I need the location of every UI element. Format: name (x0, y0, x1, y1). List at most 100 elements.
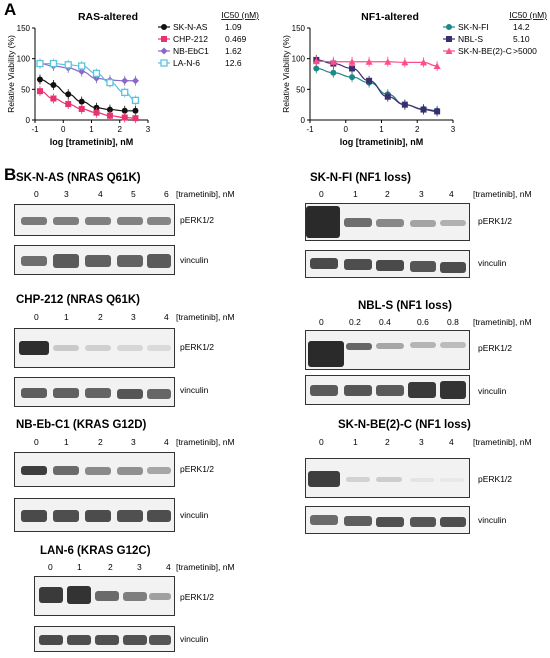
lane-labels: 0 0.2 0.4 0.6 0.8 (305, 317, 470, 329)
lane-label: 0.4 (379, 317, 391, 327)
lane-label: 4 (449, 437, 454, 447)
perk-blot-strip (305, 203, 470, 241)
data-point (161, 36, 167, 42)
vinculin-blot-strip (305, 506, 470, 534)
data-point (121, 114, 128, 121)
lane-labels: 0 1 2 3 4 (305, 437, 470, 449)
data-point (65, 91, 72, 98)
vinculin-label: vinculin (180, 255, 209, 265)
lane-label: 0.8 (447, 317, 459, 327)
lane-label: 1 (353, 437, 358, 447)
blot-title: CHP-212 (NRAS Q61K) (16, 294, 140, 306)
series-line (316, 59, 438, 113)
lane-labels: 0 1 2 3 4 (14, 312, 184, 324)
perk-label: pERK1/2 (478, 343, 513, 353)
data-point (78, 68, 86, 76)
lane-label: 4 (166, 562, 171, 572)
lane-label: 4 (164, 437, 169, 447)
lane-labels: 0 1 2 3 4 (14, 562, 184, 574)
lane-label: 0 (34, 437, 39, 447)
data-point (132, 107, 139, 114)
legend-label: NB-EbC1 (173, 46, 209, 56)
lane-label: 3 (131, 437, 136, 447)
blot-title: SK-N-AS (NRAS Q61K) (16, 172, 141, 184)
series-line (316, 60, 438, 67)
ic50-value: 1.62 (225, 46, 242, 56)
data-point (348, 58, 356, 65)
blot-title: SK-N-BE(2)-C (NF1 loss) (338, 419, 471, 431)
y-tick-label: 150 (17, 24, 31, 33)
vinculin-blot-strip (14, 377, 175, 407)
lane-label: 1 (77, 562, 82, 572)
perk-blot-strip (305, 458, 470, 498)
y-tick-label: 0 (26, 116, 31, 125)
data-point (121, 107, 128, 114)
x-tick-label: 0 (344, 125, 349, 134)
legend-label: LA-N-6 (173, 58, 200, 68)
ic50-header: IC50 (nM) (509, 10, 547, 20)
x-tick-label: 3 (451, 125, 456, 134)
lane-label: 3 (64, 189, 69, 199)
lane-label: 3 (137, 562, 142, 572)
lane-label: 2 (98, 312, 103, 322)
data-point (78, 98, 85, 105)
data-point (65, 101, 72, 108)
ic50-header: IC50 (nM) (221, 10, 259, 20)
legend-label: SK-N-AS (173, 22, 208, 32)
lane-label: 0 (48, 562, 53, 572)
data-point (50, 82, 57, 89)
perk-label: pERK1/2 (180, 342, 215, 352)
panel-label-b: B (4, 165, 17, 184)
ic50-value: 0.469 (225, 34, 247, 44)
drug-label: [trametinib], nM (473, 437, 532, 447)
vinculin-blot-strip (34, 626, 175, 652)
lane-label: 4 (164, 312, 169, 322)
lane-label: 5 (131, 189, 136, 199)
vinculin-label: vinculin (478, 515, 507, 525)
lane-label: 2 (108, 562, 113, 572)
x-tick-label: 0 (61, 125, 66, 134)
perk-label: pERK1/2 (180, 215, 215, 225)
perk-label: pERK1/2 (180, 592, 215, 602)
data-point (92, 69, 101, 78)
vinculin-label: vinculin (180, 385, 209, 395)
ic50-value: >5000 (513, 46, 537, 56)
lane-label: 3 (131, 312, 136, 322)
lane-label: 1 (64, 437, 69, 447)
data-point (384, 93, 391, 100)
y-tick-label: 50 (21, 85, 30, 94)
vinculin-label: vinculin (180, 634, 209, 644)
data-point (349, 65, 356, 72)
data-point (132, 115, 139, 122)
lane-label: 4 (98, 189, 103, 199)
y-axis-label: Relative Viability (%) (6, 35, 16, 113)
data-point (93, 109, 100, 116)
y-axis-label: Relative Viability (%) (281, 35, 291, 113)
data-point (420, 58, 428, 66)
ic50-value: 5.10 (513, 34, 530, 44)
panel-label-a: A (4, 0, 17, 19)
x-tick-label: -1 (306, 125, 314, 134)
lane-labels: 0 3 4 5 6 (14, 189, 184, 201)
data-point (106, 106, 113, 113)
data-point (445, 47, 453, 54)
lane-label: 2 (385, 189, 390, 199)
data-point (329, 58, 337, 65)
data-point (49, 59, 58, 68)
lane-label: 3 (419, 437, 424, 447)
data-point (131, 77, 139, 85)
x-tick-label: 2 (118, 125, 123, 134)
data-point (36, 59, 44, 68)
vinculin-blot-strip (14, 498, 175, 532)
y-tick-label: 100 (292, 55, 306, 64)
lane-label: 0 (34, 189, 39, 199)
blot-title: LAN-6 (KRAS G12C) (40, 545, 151, 557)
x-tick-label: 3 (146, 125, 151, 134)
data-point (384, 58, 392, 65)
lane-label: 4 (449, 189, 454, 199)
chart-title: NF1-altered (361, 11, 419, 23)
vinculin-label: vinculin (478, 386, 507, 396)
data-point (446, 24, 452, 30)
lane-label: 2 (385, 437, 390, 447)
